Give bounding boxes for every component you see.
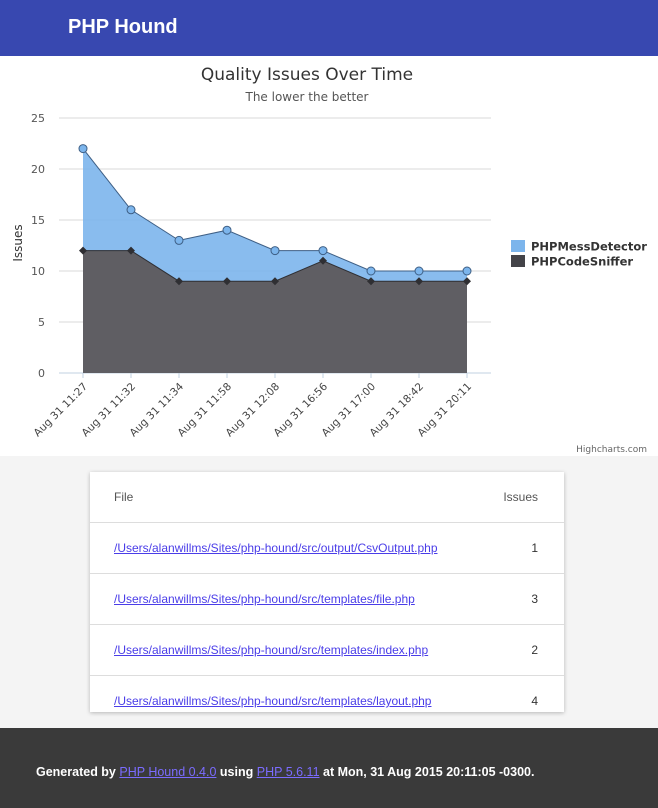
phpmessdetector-point[interactable] xyxy=(222,225,232,235)
table-row: /Users/alanwillms/Sites/php-hound/src/te… xyxy=(90,624,564,676)
issues-count: 3 xyxy=(493,573,564,625)
table-row: /Users/alanwillms/Sites/php-hound/src/te… xyxy=(90,676,564,727)
files-table: File Issues /Users/alanwillms/Sites/php-… xyxy=(90,472,564,726)
phpmessdetector-point[interactable] xyxy=(462,266,472,276)
issues-column-header: Issues xyxy=(493,472,564,523)
phpcodesniffer-point[interactable] xyxy=(223,277,231,286)
issues-count: 1 xyxy=(493,522,564,574)
phpmessdetector-point[interactable] xyxy=(366,266,376,276)
phpcodesniffer-point[interactable] xyxy=(127,246,135,255)
phpcodesniffer-point[interactable] xyxy=(175,277,183,286)
phpcodesniffer-point[interactable] xyxy=(271,277,279,286)
page-footer: Generated by PHP Hound 0.4.0 using PHP 5… xyxy=(0,728,658,808)
phpmessdetector-area xyxy=(83,148,467,282)
file-link[interactable]: /Users/alanwillms/Sites/php-hound/src/te… xyxy=(114,592,415,606)
chart-subtitle: The lower the better xyxy=(245,90,369,104)
brand-title[interactable]: PHP Hound xyxy=(68,16,178,38)
chart-areas xyxy=(82,148,467,373)
y-tick-label: 20 xyxy=(31,163,45,176)
footer-suffix: at Mon, 31 Aug 2015 20:11:05 -0300. xyxy=(323,765,535,779)
phpmessdetector-point[interactable] xyxy=(126,205,136,215)
file-link[interactable]: /Users/alanwillms/Sites/php-hound/src/te… xyxy=(114,643,429,657)
phpmessdetector-point[interactable] xyxy=(174,235,184,245)
y-tick-label: 25 xyxy=(31,112,45,125)
chart-title: Quality Issues Over Time xyxy=(201,65,413,85)
phpcodesniffer-point[interactable] xyxy=(415,277,423,286)
legend-swatch[interactable] xyxy=(511,240,525,252)
php-hound-link[interactable]: PHP Hound 0.4.0 xyxy=(119,765,217,779)
y-tick-label: 10 xyxy=(31,265,45,278)
footer-prefix: Generated by xyxy=(36,765,116,779)
chart-markers xyxy=(78,144,472,286)
y-tick-label: 15 xyxy=(31,214,45,227)
phpcodesniffer-point[interactable] xyxy=(319,256,327,265)
php-version-link[interactable]: PHP 5.6.11 xyxy=(256,765,320,779)
chart-credits[interactable]: Highcharts.com xyxy=(576,445,647,455)
issues-count: 4 xyxy=(531,694,538,708)
issues-count: 2 xyxy=(493,624,564,676)
legend-label[interactable]: PHPCodeSniffer xyxy=(531,255,633,269)
table-row: /Users/alanwillms/Sites/php-hound/src/ou… xyxy=(90,522,564,574)
y-axis: 0 5 10 15 20 25 xyxy=(31,112,45,380)
y-tick-label: 0 xyxy=(38,367,45,380)
phpmessdetector-point[interactable] xyxy=(270,246,280,256)
chart-panel: Quality Issues Over Time The lower the b… xyxy=(0,56,658,456)
generated-by-line: Generated by PHP Hound 0.4.0 using PHP 5… xyxy=(36,765,534,779)
file-link[interactable]: /Users/alanwillms/Sites/php-hound/src/ou… xyxy=(114,541,438,555)
table-row: /Users/alanwillms/Sites/php-hound/src/te… xyxy=(90,573,564,625)
phpmessdetector-point[interactable] xyxy=(414,266,424,276)
files-table-card: File Issues /Users/alanwillms/Sites/php-… xyxy=(90,472,564,712)
top-navbar: PHP Hound xyxy=(0,0,658,56)
quality-chart: Quality Issues Over Time The lower the b… xyxy=(11,65,647,455)
legend-swatch[interactable] xyxy=(511,255,525,267)
y-tick-label: 5 xyxy=(38,316,45,329)
table-header-row: File Issues xyxy=(90,472,564,523)
y-axis-title: Issues xyxy=(11,224,25,261)
phpmessdetector-point[interactable] xyxy=(78,144,88,154)
phpcodesniffer-point[interactable] xyxy=(463,277,471,286)
file-link[interactable]: /Users/alanwillms/Sites/php-hound/src/te… xyxy=(114,694,432,708)
legend-label[interactable]: PHPMessDetector xyxy=(531,240,647,254)
phpmessdetector-point[interactable] xyxy=(318,246,328,256)
phpcodesniffer-point[interactable] xyxy=(367,277,375,286)
footer-using: using xyxy=(219,765,254,779)
file-column-header: File xyxy=(90,472,494,523)
phpcodesniffer-point[interactable] xyxy=(79,246,87,255)
